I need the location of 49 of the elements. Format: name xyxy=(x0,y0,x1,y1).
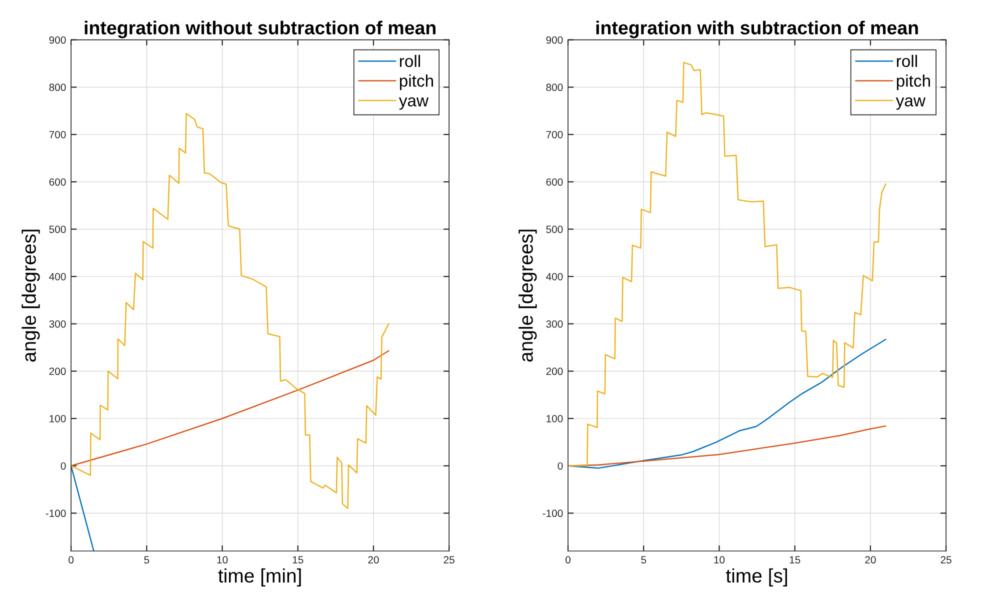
y-tick-label: 900 xyxy=(49,36,66,44)
x-tick-label: 15 xyxy=(790,556,800,564)
x-tick-label: 5 xyxy=(641,556,646,564)
line-series xyxy=(71,113,390,510)
x-tick-label: 5 xyxy=(144,556,150,564)
y-tick-label: 100 xyxy=(50,414,66,422)
legend-label: yaw xyxy=(896,97,926,110)
y-tick-label: 200 xyxy=(546,368,563,376)
y-tick-label: 700 xyxy=(546,130,563,138)
chart-title: integration with subtraction of mean xyxy=(596,20,918,38)
y-tick-label: 800 xyxy=(49,84,66,92)
x-tick-label: 25 xyxy=(940,556,952,564)
y-axis-title: angle [degrees] xyxy=(22,230,40,362)
y-tick-label: 600 xyxy=(546,178,563,186)
y-tick-label: 500 xyxy=(546,226,563,234)
x-tick-label: 25 xyxy=(444,556,454,564)
x-tick-label: 20 xyxy=(865,556,876,564)
y-tick-label: 400 xyxy=(546,272,563,280)
y-tick-label: 300 xyxy=(546,320,563,328)
chart-title: integration without subtraction of mean xyxy=(84,20,436,38)
legend-label: yaw xyxy=(398,97,429,110)
y-tick-label: 100 xyxy=(546,414,563,422)
legend-label: roll xyxy=(400,54,420,68)
legend-label: pitch xyxy=(896,74,930,90)
x-axis-title: time [s] xyxy=(726,568,787,586)
y-axis-title: angle [degrees] xyxy=(518,230,537,362)
line-series xyxy=(71,350,390,466)
x-tick-label: 15 xyxy=(292,556,304,564)
y-tick-label: 500 xyxy=(49,226,66,234)
x-tick-label: 20 xyxy=(368,556,379,564)
y-tick-label: 0 xyxy=(60,462,66,470)
x-axis-title: time [min] xyxy=(218,568,301,586)
y-tick-label: 300 xyxy=(49,320,66,328)
y-tick-label: 400 xyxy=(49,272,66,280)
y-tick-label: 700 xyxy=(49,130,66,138)
y-tick-label: 200 xyxy=(49,368,66,376)
y-tick-label: 800 xyxy=(546,84,563,92)
y-tick-label: 600 xyxy=(49,178,66,186)
y-tick-label: -100 xyxy=(542,510,563,518)
line-series xyxy=(568,62,886,466)
x-tick-label: 0 xyxy=(68,556,74,564)
y-tick-label: -100 xyxy=(46,510,66,518)
legend-label: pitch xyxy=(400,74,434,90)
x-tick-label: 0 xyxy=(566,556,571,564)
x-tick-label: 10 xyxy=(714,556,725,564)
y-tick-label: 0 xyxy=(558,462,563,470)
x-tick-label: 10 xyxy=(217,556,228,564)
legend-label: roll xyxy=(896,54,917,68)
y-tick-label: 900 xyxy=(546,36,563,44)
